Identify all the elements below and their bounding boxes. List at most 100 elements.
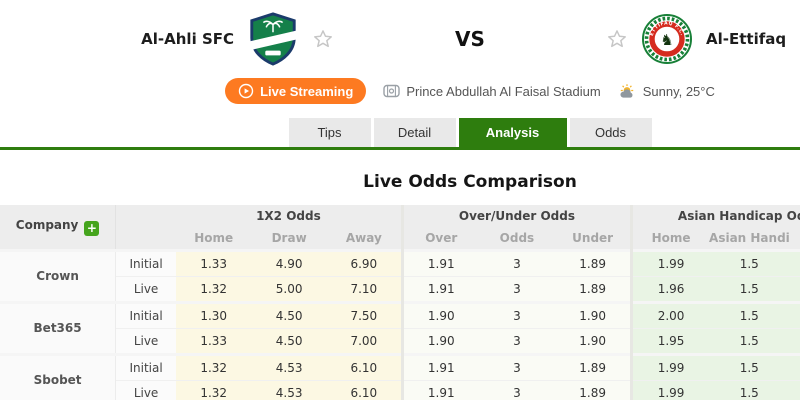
odds-value: 1.91 [400,380,479,400]
odds-value: 2.00 [630,302,710,329]
tab-tips[interactable]: Tips [288,118,371,147]
section-header-over-under: Over/Under Odds [400,205,632,227]
odds-value: 1.33 [176,250,252,277]
subheader-ah-home: Home [630,227,710,250]
add-company-button[interactable]: + [84,220,100,236]
section-header-asian-handicap: Asian Handicap Odds [630,205,800,227]
tab-bar: Tips Detail Analysis Odds [0,118,800,147]
company-column-header: Company + [0,205,117,250]
page-title: Live Odds Comparison [363,172,577,192]
odds-value [789,250,800,277]
stadium-icon [383,84,401,98]
tab-underline [0,147,800,150]
company-name: Bet365 [0,302,117,355]
table-row: Live 1.32 4.53 6.10 1.91 3 1.89 1.99 1.5 [0,380,800,400]
live-streaming-label: Live Streaming [260,83,354,99]
away-team-name: Al-Ettifaq [706,30,787,48]
odds-value: 3 [478,380,556,400]
odds-value: 3 [478,354,556,381]
odds-value: 1.99 [630,354,710,381]
odds-value: 4.50 [251,328,327,355]
odds-value: 4.53 [251,380,327,400]
table-row: Crown Initial 1.33 4.90 6.90 1.91 3 1.89… [0,250,800,303]
odds-value: 1.89 [555,380,632,400]
subheader-ah-away [789,227,800,250]
odds-value: 4.50 [251,302,327,329]
play-icon [238,83,254,99]
odds-value: 1.5 [709,302,790,329]
tab-analysis[interactable]: Analysis [458,118,567,147]
home-team-name: Al-Ahli SFC [141,30,234,48]
odds-value [789,328,800,355]
home-favorite-star-icon[interactable] [312,28,334,50]
weather-sunny-icon [620,84,633,98]
odds-value: 7.00 [326,328,403,355]
odds-value: 1.30 [176,302,252,329]
subheader-1x2-draw: Draw [251,227,327,250]
subheader-ou-under: Under [555,227,632,250]
odds-type-label: Live [115,380,176,400]
odds-value: 1.90 [555,302,632,329]
odds-value: 1.5 [709,380,790,400]
odds-value: 4.53 [251,354,327,381]
odds-value: 1.90 [400,328,479,355]
subheader-ah-handicap: Asian Handicap [709,227,790,250]
odds-value: 7.10 [326,276,403,303]
odds-value: 1.89 [555,250,632,277]
match-info-row: Live Streaming Prince Abdullah Al Faisal… [0,78,800,104]
odds-value: 1.5 [709,354,790,381]
table-row: Live 1.32 5.00 7.10 1.91 3 1.89 1.96 1.5 [0,276,800,303]
odds-value: 1.99 [630,380,710,400]
odds-value: 1.91 [400,276,479,303]
venue-label: Prince Abdullah Al Faisal Stadium [406,83,601,99]
odds-value [789,276,800,303]
tab-odds[interactable]: Odds [569,118,652,147]
odds-value: 1.32 [176,354,252,381]
odds-type-label: Initial [115,354,176,381]
company-name: Sbobet [0,354,117,400]
odds-value: 1.32 [176,276,252,303]
odds-value: 3 [478,250,556,277]
odds-value: 3 [478,328,556,355]
odds-type-column-header [115,205,176,250]
odds-value: 1.91 [400,250,479,277]
weather: Sunny, 25°C [618,83,715,99]
odds-value [789,354,800,381]
live-streaming-button[interactable]: Live Streaming [225,78,367,104]
odds-value: 3 [478,302,556,329]
odds-value: 1.5 [709,276,790,303]
table-row: Sbobet Initial 1.32 4.53 6.10 1.91 3 1.8… [0,354,800,400]
odds-value: 1.5 [709,250,790,277]
home-team: Al-Ahli SFC [0,12,440,66]
company-name: Crown [0,250,117,303]
subheader-1x2-away: Away [326,227,403,250]
tab-detail[interactable]: Detail [373,118,456,147]
subheader-ou-over: Over [400,227,479,250]
away-favorite-star-icon[interactable] [606,28,628,50]
svg-text:♞: ♞ [660,31,673,49]
odds-type-label: Live [115,276,176,303]
odds-value: 1.90 [555,328,632,355]
odds-value: 1.99 [630,250,710,277]
match-header: Al-Ahli SFC VS [0,0,800,70]
subheader-ou-odds: Odds [478,227,556,250]
vs-label: VS [455,27,485,51]
odds-value: 7.50 [326,302,403,329]
odds-type-label: Live [115,328,176,355]
away-team-logo: ETTIFAQ F.C. ♞ [642,14,692,64]
weather-label: Sunny, 25°C [642,83,715,99]
company-header-label: Company [15,217,79,232]
odds-value: 1.89 [555,354,632,381]
odds-type-label: Initial [115,302,176,329]
odds-value: 1.91 [400,354,479,381]
odds-type-label: Initial [115,250,176,277]
odds-value: 1.33 [176,328,252,355]
odds-value: 1.32 [176,380,252,400]
odds-value: 5.00 [251,276,327,303]
odds-value: 4.90 [251,250,327,277]
odds-value: 1.95 [630,328,710,355]
subheader-1x2-home: Home [176,227,252,250]
odds-value: 1.96 [630,276,710,303]
odds-value: 6.10 [326,354,403,381]
